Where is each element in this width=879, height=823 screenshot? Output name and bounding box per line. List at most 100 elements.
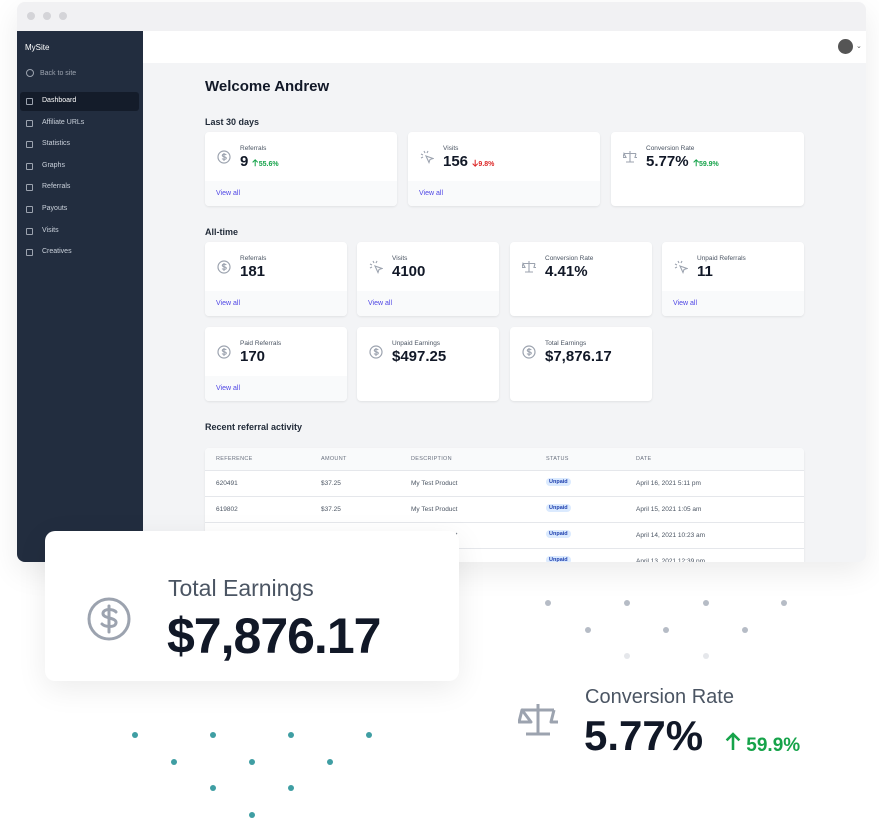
nav-icon [26,162,33,170]
highlight-label: Total Earnings [168,575,314,601]
view-all-link[interactable]: View all [216,190,240,197]
stat-number: $497.25 [392,348,447,365]
stat-value: 181 [240,263,265,280]
stat-label: Referrals [240,145,267,152]
stat-value: 5.77% 59.9% [646,153,719,170]
stat-card: Unpaid Earnings $497.25 [357,327,499,401]
table-cell: April 14, 2021 10:23 am [636,532,706,539]
stat-number: 4.41% [545,263,588,280]
stat-label: Unpaid Referrals [697,255,746,262]
status-pill: Unpaid [546,556,571,562]
stat-icon [217,345,231,364]
deco-dot [132,732,138,738]
view-all-link[interactable]: View all [673,300,697,307]
stat-card: Total Earnings $7,876.17 [510,327,652,401]
column-header: DESCRIPTION [411,456,452,462]
nav-icon [26,227,33,235]
stat-change-value: 55.6% [258,161,279,168]
stat-icon [217,150,231,169]
deco-dot [366,732,372,738]
stat-icon [521,260,537,279]
stat-change: 59.9% [692,159,719,168]
window-dot [59,12,67,20]
nav-item[interactable]: Statistics [42,140,71,148]
view-all-link[interactable]: View all [419,190,443,197]
deco-dot [742,627,748,633]
stat-card: Conversion Rate 4.41% [510,242,652,316]
stat-label: Referrals [240,255,267,262]
stat-value: 9 55.6% [240,153,279,170]
nav-item[interactable]: Payouts [42,205,68,212]
stat-change: 55.6% [252,159,279,168]
welcome-title: Welcome Andrew [205,78,330,95]
table-cell: April 15, 2021 1:05 am [636,506,702,513]
nav-item[interactable]: Visits [42,226,59,234]
sidebar: MySite Back to site Dashboard Affiliate U… [17,31,143,562]
avatar-caret[interactable]: ⌄ [856,43,862,50]
row-divider [205,470,804,471]
stat-label: Paid Referrals [240,340,282,347]
highlight-value: $7,876.17 [167,608,381,664]
stat-value: $497.25 [392,348,446,365]
stat-label: Conversion Rate [545,255,594,262]
deco-dot [210,785,216,791]
nav-item[interactable]: Dashboard [42,97,77,104]
avatar[interactable] [838,39,853,54]
deco-dot [585,627,591,633]
card-footer: View all [205,291,347,316]
stat-card: Paid Referrals 170 View all [205,327,347,401]
deco-dot [249,812,255,818]
stat-label: Total Earnings [545,340,587,347]
stat-card: Referrals 9 55.6% View all [205,132,397,206]
deco-dot [210,732,216,738]
view-all-link[interactable]: View all [216,385,240,392]
nav-item[interactable]: Graphs [42,161,65,169]
section-heading: Recent referral activity [205,422,303,432]
nav-item[interactable]: Referrals [42,183,71,191]
stat-change-value: 59.9% [698,161,719,168]
stat-number: 181 [240,263,266,280]
column-header: DATE [636,456,652,462]
back-link[interactable]: Back to site [40,70,77,77]
stat-change-value: 9.8% [478,161,495,168]
column-header: AMOUNT [321,456,347,462]
top-header: ⌄ [143,31,866,63]
table-cell: 619802 [216,506,238,513]
deco-dot [288,732,294,738]
row-divider [205,496,804,497]
nav-icon [26,98,33,105]
stat-icon [522,345,536,364]
deco-dot [703,600,709,606]
highlight-change-value: 59.9% [746,735,801,756]
earnings-highlight-card: Total Earnings $7,876.17 [45,531,459,681]
stat-card: Conversion Rate 5.77% 59.9% [611,132,804,206]
row-divider [205,548,804,549]
stat-card: Visits 156 9.8% View all [408,132,600,206]
stat-card: Visits 4100 View all [357,242,499,316]
table-cell: April 16, 2021 5:11 pm [636,480,701,487]
column-header: STATUS [546,456,569,462]
stat-number: $7,876.17 [545,348,612,365]
stat-value: 170 [240,348,265,365]
highlight-change: 59.9% [725,732,800,757]
nav-item[interactable]: Creatives [42,248,72,256]
nav-item[interactable]: Affiliate URLs [42,118,85,126]
stat-label: Visits [443,145,459,152]
stat-icon [420,150,435,169]
card-footer: View all [408,181,600,206]
nav-active [20,92,139,111]
stat-card: Referrals 181 View all [205,242,347,316]
card-footer: View all [205,376,347,401]
stat-number: 156 [443,153,469,170]
deco-dot [171,759,177,765]
stat-icon [217,260,231,279]
view-all-link[interactable]: View all [216,300,240,307]
deco-dot [249,759,255,765]
stat-label: Conversion Rate [646,145,695,152]
stat-value: 11 [697,263,713,280]
deco-dot [703,653,709,659]
section-heading: All-time [205,227,239,237]
view-all-link[interactable]: View all [368,300,392,307]
site-name[interactable]: MySite [25,43,50,52]
